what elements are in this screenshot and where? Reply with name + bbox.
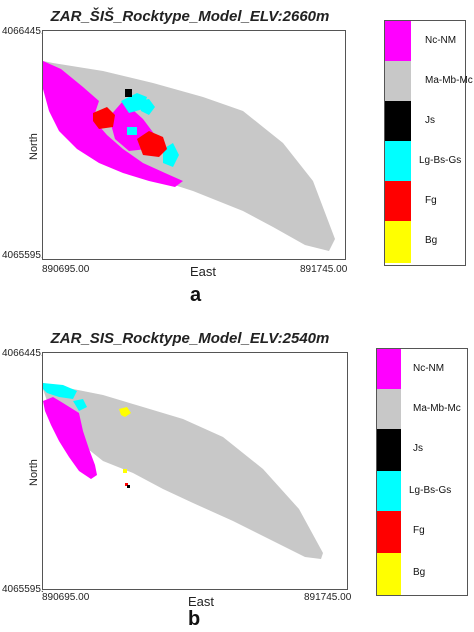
panel-b-legend-swatch	[377, 429, 401, 471]
panel-a-legend-label: Js	[425, 115, 435, 126]
panel-a-lg-bs-gs-patch-4	[127, 127, 137, 135]
panel-a-legend-swatch	[385, 61, 411, 101]
panel-b-legend-label: Lg-Bs-Gs	[409, 485, 452, 496]
panel-b-x-axis-label: East	[188, 594, 215, 609]
panel-a-legend-label: Nc-NM	[425, 35, 457, 46]
panel-b-x-left-tick: 890695.00	[42, 592, 90, 603]
panel-b-js-patch	[127, 485, 130, 488]
panel-a-title: ZAR_ŠIŠ_Rocktype_Model_ELV:2660m	[50, 8, 330, 25]
panel-b-bg-patch-2	[123, 469, 127, 473]
panel-a-fg-patch-1	[93, 107, 115, 129]
panel-b-legend-label: Fg	[413, 525, 425, 536]
panel-a: ZAR_ŠIŠ_Rocktype_Model_ELV:2660m 4066445…	[2, 8, 473, 306]
panel-a-ma-mb-mc-region	[43, 61, 335, 251]
panel-b-y-bottom-tick: 4065595.	[2, 584, 44, 595]
panel-a-fg-patch-2	[137, 131, 167, 157]
panel-b-x-right-tick: 891745.00	[304, 592, 352, 603]
panel-a-js-patch	[125, 89, 132, 97]
panel-b-nc-nm-region	[43, 397, 97, 479]
panel-b-legend-label: Ma-Mb-Mc	[413, 403, 461, 414]
panel-b-y-top-tick: 4066445.	[2, 348, 44, 359]
panel-b-letter: b	[188, 608, 201, 630]
panel-b-ma-mb-mc-region	[43, 383, 323, 559]
panel-a-x-left-tick: 890695.00	[42, 264, 90, 275]
panel-a-legend-swatch	[385, 181, 411, 221]
panel-b-legend-label: Js	[413, 443, 423, 454]
panel-a-legend-swatch	[385, 221, 411, 263]
panel-a-y-top-tick: 4066445.	[2, 26, 44, 37]
panel-b-legend: Nc-NM Ma-Mb-Mc Js Lg-Bs-Gs Fg Bg	[376, 348, 468, 596]
panel-a-nc-nm-region	[43, 61, 183, 187]
panel-b-legend-swatch	[377, 471, 401, 511]
panel-a-legend-label: Bg	[425, 235, 438, 246]
panel-b-legend-swatch	[377, 349, 401, 389]
panel-b-rock-map	[43, 383, 323, 559]
panel-b-legend-swatch	[377, 553, 401, 595]
panel-b-legend-swatch	[377, 511, 401, 553]
panel-a-legend-label: Fg	[425, 195, 437, 206]
panel-a-map	[42, 30, 346, 260]
panel-a-letter: a	[190, 284, 202, 306]
panel-b-fg-patch	[125, 483, 128, 486]
panel-a-lg-bs-gs-patch-3	[139, 99, 155, 115]
panel-a-legend-swatch	[385, 101, 411, 141]
panel-a-x-right-tick: 891745.00	[300, 264, 348, 275]
panel-a-y-bottom-tick: 4065595.	[2, 250, 44, 261]
panel-a-legend-swatch	[385, 21, 411, 61]
panel-b-lg-bs-gs-patch-2	[73, 399, 87, 411]
panel-a-rock-map	[43, 61, 335, 251]
panel-a-y-axis-label: North	[28, 133, 40, 160]
panel-a-legend-label: Lg-Bs-Gs	[419, 155, 462, 166]
panel-a-legend-label: Ma-Mb-Mc	[425, 75, 473, 86]
panel-a-x-axis-label: East	[190, 264, 217, 279]
panel-b-title: ZAR_SIS_Rocktype_Model_ELV:2540m	[50, 330, 330, 347]
panel-a-legend-swatch	[385, 141, 411, 181]
panel-b-map	[42, 352, 348, 590]
panel-b-y-axis-label: North	[28, 459, 40, 486]
panel-a-legend: Nc-NM Ma-Mb-Mc Js Lg-Bs-Gs Fg Bg	[384, 20, 473, 266]
panel-b-legend-label: Nc-NM	[413, 363, 445, 374]
panel-b-legend-label: Bg	[413, 567, 426, 578]
panel-b: ZAR_SIS_Rocktype_Model_ELV:2540m 4066445…	[0, 330, 474, 632]
panel-b-legend-swatch	[377, 389, 401, 429]
panel-b-bg-patch-1	[119, 407, 131, 417]
panel-b-lg-bs-gs-patch-1	[43, 383, 77, 399]
